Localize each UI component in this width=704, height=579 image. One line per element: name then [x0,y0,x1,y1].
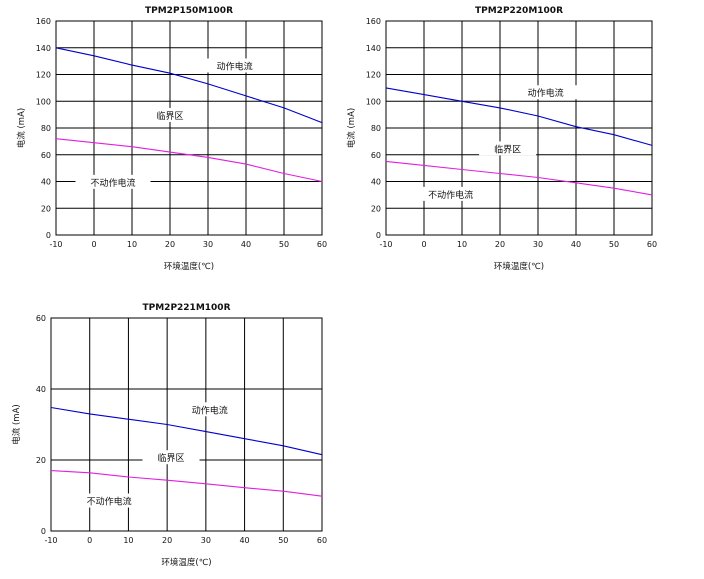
region-label: 动作电流 [528,87,564,99]
x-tick-label: 60 [317,536,327,545]
non-operating-current-line [50,470,323,497]
region-label-backing [176,402,243,417]
x-tick-label: 20 [165,240,175,249]
y-tick-label: 40 [36,385,46,394]
x-tick-label: 40 [571,240,581,249]
x-tick-label: 40 [239,536,249,545]
region-label: 动作电流 [192,404,228,416]
operating-current-line [385,87,653,146]
x-tick-label: 20 [495,240,505,249]
operating-current-line [55,47,323,124]
y-tick-label: 60 [41,151,51,160]
chart-title: TPM2P221M100R [142,303,230,313]
x-axis-label: 环境温度(℃) [494,261,544,272]
y-tick-label: 140 [36,44,51,53]
region-label-backing [71,493,147,508]
y-tick-label: 140 [366,44,381,53]
operating-current-line [50,406,323,456]
region-label-backing [413,186,489,201]
region-label-backing [479,141,537,156]
x-tick-label: 40 [241,240,251,249]
x-axis-label: 环境温度(℃) [161,557,211,568]
region-label-backing [142,450,200,465]
x-tick-label: 10 [127,240,137,249]
region-label-backing [512,85,579,100]
y-tick-label: 0 [46,231,51,240]
x-tick-label: 60 [647,240,657,249]
x-tick-label: 10 [457,240,467,249]
region-label: 不动作电流 [90,177,135,189]
region-label-backing [201,58,268,73]
x-tick-label: 10 [123,536,133,545]
region-label: 临界区 [494,143,521,155]
x-tick-label: -10 [49,240,62,249]
y-tick-label: 20 [371,204,381,213]
y-axis-label: 电流 (mA) [16,108,27,148]
x-tick-label: 30 [201,536,211,545]
chart-title: TPM2P220M100R [475,6,563,16]
chart-title: TPM2P150M100R [145,6,233,16]
y-tick-label: 120 [366,71,381,80]
y-tick-label: 100 [36,97,51,106]
y-tick-label: 0 [41,527,46,536]
region-label: 临界区 [158,452,185,464]
x-tick-label: -10 [379,240,392,249]
y-tick-label: 60 [371,151,381,160]
x-axis-label: 环境温度(℃) [164,261,214,272]
y-tick-label: 160 [36,17,51,26]
y-tick-label: 20 [36,456,46,465]
non-operating-current-line [55,138,323,183]
y-tick-label: 40 [41,178,51,187]
y-tick-label: 40 [371,178,381,187]
y-tick-label: 80 [41,124,51,133]
y-tick-label: 160 [366,17,381,26]
x-tick-label: 50 [279,240,289,249]
region-label-backing [141,107,199,122]
x-tick-label: 60 [317,240,327,249]
region-label: 临界区 [156,110,183,122]
x-tick-label: 0 [91,240,96,249]
x-tick-label: 50 [609,240,619,249]
x-tick-label: 30 [533,240,543,249]
region-label: 不动作电流 [87,496,132,508]
x-tick-label: 0 [87,536,92,545]
y-tick-label: 80 [371,124,381,133]
y-tick-label: 60 [36,314,46,323]
non-operating-current-line [385,160,653,196]
y-axis-label: 电流 (mA) [11,404,22,444]
x-tick-label: 50 [278,536,288,545]
region-label-backing [75,174,151,189]
x-tick-label: -10 [44,536,57,545]
y-axis-label: 电流 (mA) [346,108,357,148]
y-tick-label: 100 [366,97,381,106]
y-tick-label: 120 [36,71,51,80]
region-label: 不动作电流 [428,189,473,201]
y-tick-label: 0 [376,231,381,240]
y-tick-label: 20 [41,204,51,213]
x-tick-label: 0 [421,240,426,249]
x-tick-label: 30 [203,240,213,249]
x-tick-label: 20 [162,536,172,545]
region-label: 动作电流 [217,60,253,72]
